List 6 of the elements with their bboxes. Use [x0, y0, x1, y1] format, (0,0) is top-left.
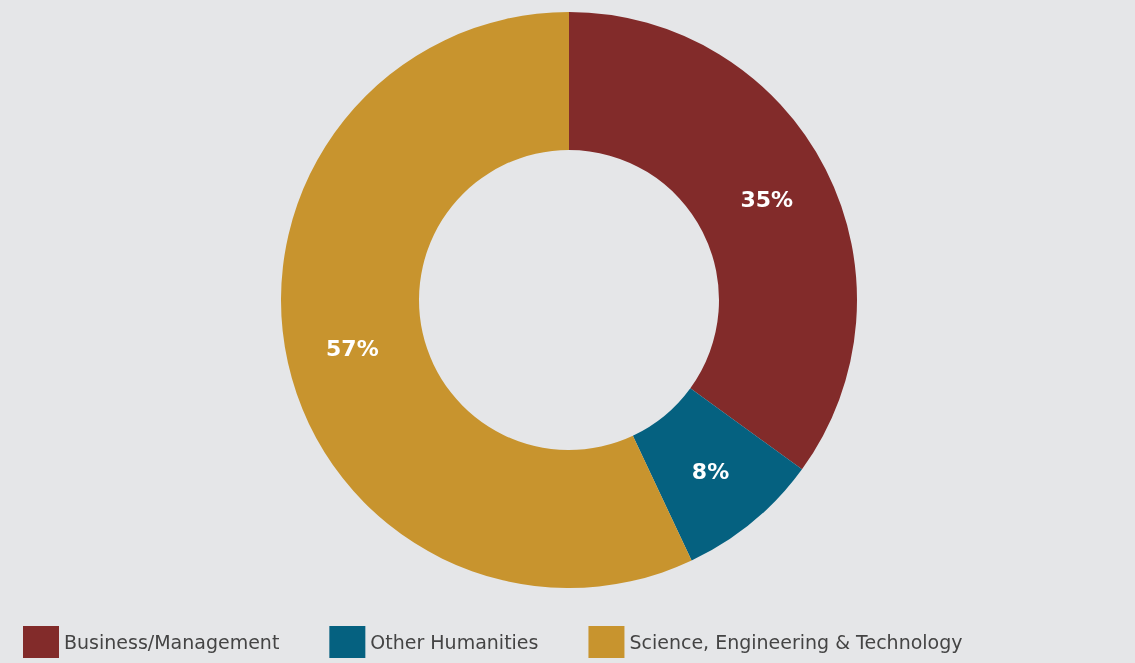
- legend-label: Business/Management: [64, 631, 280, 653]
- legend-label: Science, Engineering & Technology: [629, 631, 963, 653]
- data-label: 35%: [740, 186, 794, 212]
- data-label: 8%: [691, 458, 730, 484]
- data-label: 57%: [326, 335, 379, 361]
- legend-label: Other Humanities: [370, 631, 539, 653]
